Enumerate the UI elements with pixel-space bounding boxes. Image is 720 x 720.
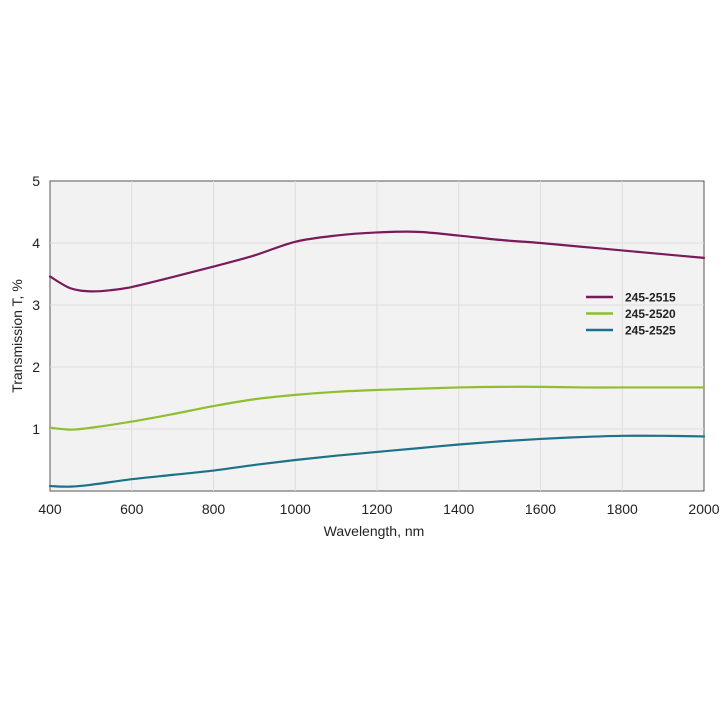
series-line-245-2520 xyxy=(48,385,706,431)
y-tick-label: 5 xyxy=(32,173,40,189)
legend-label: 245-2525 xyxy=(625,324,676,338)
series-lines xyxy=(48,230,706,488)
x-axis-title: Wavelength, nm xyxy=(324,523,425,539)
x-tick-label: 400 xyxy=(38,501,62,517)
legend-label: 245-2515 xyxy=(625,291,676,305)
y-axis-title: Transmission T, % xyxy=(9,279,25,393)
x-tick-label: 1600 xyxy=(525,501,556,517)
x-tick-label: 1000 xyxy=(280,501,311,517)
x-tick-label: 1800 xyxy=(607,501,638,517)
y-tick-labels: 1 2 3 4 5 xyxy=(32,173,40,437)
y-tick-label: 3 xyxy=(32,297,40,313)
x-tick-label: 2000 xyxy=(688,501,719,517)
x-tick-label: 800 xyxy=(202,501,226,517)
legend: 245-2515 245-2520 245-2525 xyxy=(586,291,676,338)
x-tick-labels: 400 600 800 1000 1200 1400 1600 1800 2000 xyxy=(38,501,719,517)
y-tick-label: 4 xyxy=(32,235,40,251)
x-tick-label: 1400 xyxy=(443,501,474,517)
y-tick-label: 2 xyxy=(32,359,40,375)
legend-label: 245-2520 xyxy=(625,307,676,321)
x-tick-label: 1200 xyxy=(361,501,392,517)
x-tick-label: 600 xyxy=(120,501,144,517)
y-tick-label: 1 xyxy=(32,421,40,437)
series-line-245-2515 xyxy=(48,230,706,293)
series-line-245-2525 xyxy=(48,434,706,488)
